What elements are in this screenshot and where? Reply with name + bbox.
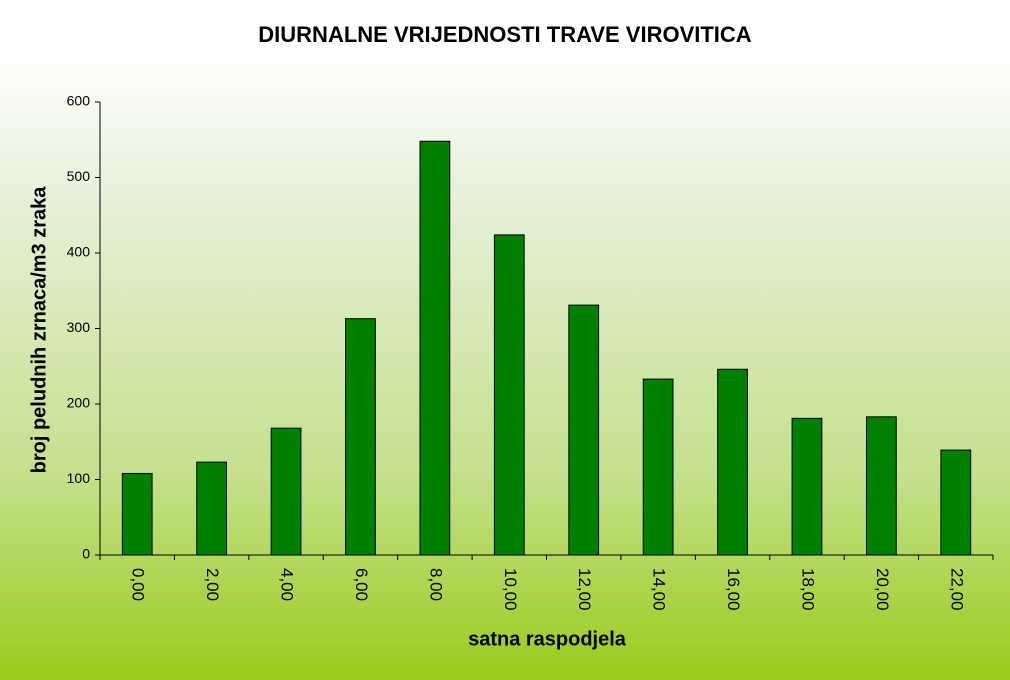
bar [196, 461, 228, 556]
y-tick-label: 0 [82, 546, 90, 562]
x-axis-label: satna raspodjela [468, 628, 627, 650]
x-tick-label: 18,00 [798, 568, 817, 611]
bar [493, 234, 525, 556]
x-tick-label: 0,00 [129, 568, 148, 601]
bar [419, 140, 451, 556]
bar [940, 449, 972, 556]
x-tick-label: 2,00 [203, 568, 222, 601]
x-tick-label: 12,00 [575, 568, 594, 611]
x-tick-label: 16,00 [724, 568, 743, 611]
y-tick-label: 600 [67, 93, 91, 109]
x-tick-label: 14,00 [650, 568, 669, 611]
x-tick-label: 8,00 [426, 568, 445, 601]
chart-title: DIURNALNE VRIJEDNOSTI TRAVE VIROVITICA [258, 22, 752, 47]
x-tick-label: 20,00 [873, 568, 892, 611]
bar [642, 378, 674, 556]
y-tick-label: 400 [67, 244, 91, 260]
y-tick-label: 200 [67, 395, 91, 411]
x-tick-label: 22,00 [947, 568, 966, 611]
y-axis-label: broj peludnih zrnaca/m3 zraka [28, 186, 50, 474]
x-tick-label: 6,00 [352, 568, 371, 601]
x-tick-label: 10,00 [501, 568, 520, 611]
bar [345, 318, 376, 556]
x-tick-label: 4,00 [278, 568, 297, 601]
bar [717, 368, 748, 556]
bar [568, 304, 600, 556]
bar [865, 416, 897, 556]
y-tick-label: 500 [67, 168, 91, 184]
y-tick-label: 300 [67, 319, 91, 335]
bar [270, 427, 302, 556]
bar [791, 417, 823, 556]
bar [121, 472, 153, 556]
y-tick-label: 100 [67, 470, 91, 486]
